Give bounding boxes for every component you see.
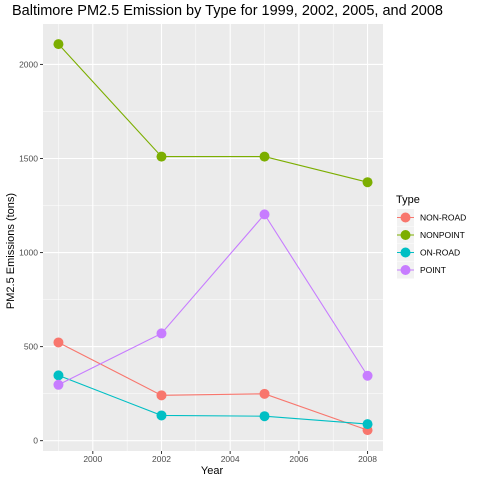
legend-item-point: POINT — [397, 261, 446, 279]
y-tick-label: 1000 — [19, 248, 38, 258]
legend-label: NONPOINT — [420, 230, 465, 240]
data-point-point — [362, 370, 373, 381]
chart-title: Baltimore PM2.5 Emission by Type for 199… — [12, 3, 443, 19]
x-tick-label: 2000 — [83, 454, 102, 464]
legend-key-point — [400, 230, 411, 240]
series-line-on-road — [58, 374, 368, 425]
series-line-nonpoint — [58, 43, 368, 183]
x-tick-label: 2006 — [289, 454, 308, 464]
data-point-point — [259, 209, 270, 220]
legend-item-nonpoint: NONPOINT — [397, 226, 465, 244]
data-point-point — [156, 328, 167, 339]
legend: Type NON-ROAD NONPOINT ON-ROAD POINT — [396, 194, 466, 279]
series-line-non-road — [58, 341, 368, 431]
data-point-non-road — [53, 337, 64, 348]
data-point-nonpoint — [362, 177, 373, 188]
data-point-non-road — [259, 388, 270, 399]
x-tick-label: 2004 — [221, 454, 240, 464]
data-point-on-road — [156, 410, 167, 421]
legend-item-on-road: ON-ROAD — [397, 244, 460, 261]
plot-panel — [43, 24, 383, 451]
data-point-on-road — [362, 419, 373, 430]
legend-label: POINT — [420, 265, 446, 275]
data-point-nonpoint — [53, 39, 64, 50]
y-tick-label: 2000 — [19, 59, 38, 69]
series-layer — [53, 39, 373, 436]
axis-ticks: 2000 2002 2004 2006 2008 0 500 1000 1500 2000 — [19, 59, 377, 464]
legend-key-point — [400, 265, 411, 275]
legend-title: Type — [396, 194, 420, 206]
legend-label: ON-ROAD — [420, 248, 460, 258]
series-line-point — [58, 213, 369, 386]
data-point-point — [53, 379, 64, 390]
data-point-on-road — [259, 411, 270, 422]
legend-key-point — [400, 212, 411, 223]
x-axis-title: Year — [201, 465, 224, 477]
data-point-on-road — [53, 370, 64, 381]
legend-item-non-road: NON-ROAD — [397, 209, 466, 226]
data-point-nonpoint — [259, 151, 270, 162]
legend-key-point — [400, 247, 411, 258]
y-axis-title: PM2.5 Emissions (tons) — [5, 193, 17, 309]
y-tick-label: 500 — [24, 342, 38, 352]
legend-label: NON-ROAD — [420, 213, 466, 223]
y-tick-label: 1500 — [19, 153, 38, 163]
x-tick-label: 2002 — [152, 454, 171, 464]
data-point-non-road — [156, 390, 167, 401]
y-tick-label: 0 — [33, 436, 38, 446]
x-tick-label: 2008 — [358, 454, 377, 464]
data-point-nonpoint — [156, 151, 167, 162]
